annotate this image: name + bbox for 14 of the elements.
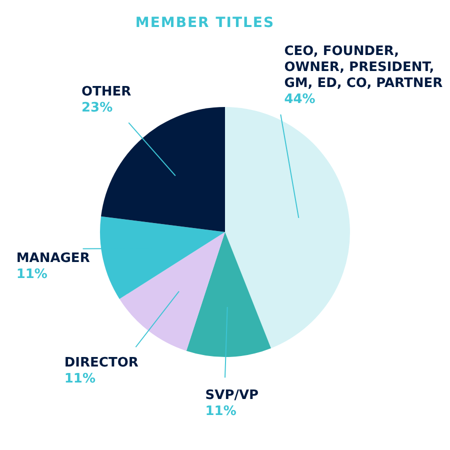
data-label: 44% — [284, 92, 316, 107]
chart-title: MEMBER TITLES — [135, 15, 275, 31]
slice-label: CEO, FOUNDER, OWNER, PRESIDENT, GM, ED, CO, PARTNER — [284, 44, 443, 91]
pie-slice — [225, 107, 350, 348]
pie-slice — [119, 232, 225, 351]
slice-label: DIRECTOR — [64, 355, 138, 370]
data-label: 11% — [205, 404, 236, 419]
data-label: 23% — [81, 100, 113, 116]
slice-label: OTHER — [81, 84, 132, 100]
pie-slice — [186, 232, 272, 357]
data-label: 11% — [64, 371, 96, 386]
data-label: 11% — [16, 266, 48, 282]
slice-label: MANAGER — [16, 250, 90, 266]
slice-label: SVP/VP — [205, 388, 259, 403]
